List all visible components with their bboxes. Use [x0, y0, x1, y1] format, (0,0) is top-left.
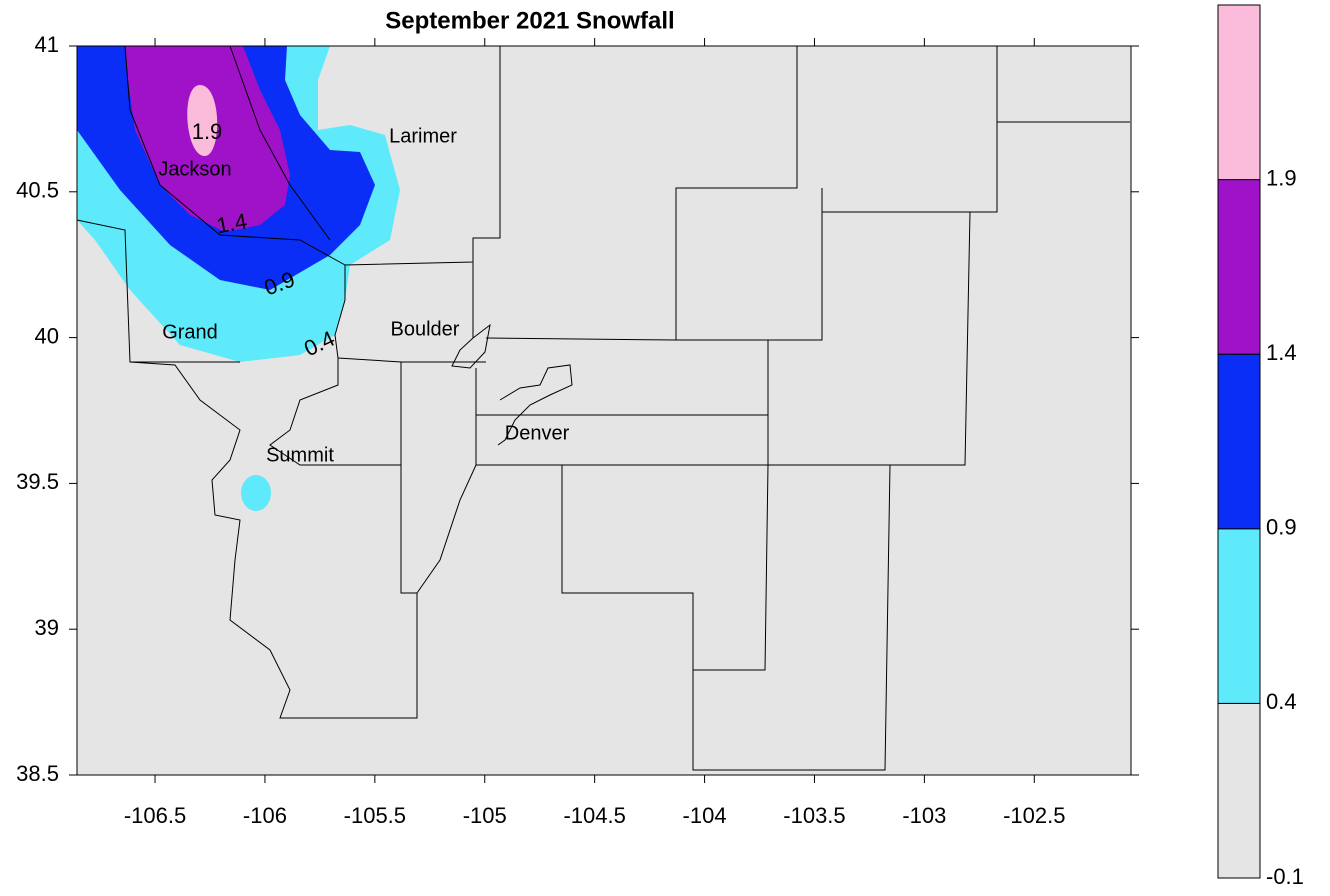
y-tick-label: 40 [35, 323, 59, 348]
colorbar-swatch [1217, 528, 1261, 704]
y-tick-label: 41 [35, 32, 59, 57]
x-tick-label: -102.5 [1003, 803, 1065, 828]
contour-label: 1.4 [214, 208, 248, 238]
county-label: Boulder [391, 318, 460, 340]
x-tick-label: -103 [902, 803, 946, 828]
colorbar-label: 0.9 [1266, 515, 1297, 540]
x-tick-label: -106.5 [124, 803, 186, 828]
contour-fills [77, 46, 1131, 775]
y-tick-label: 38.5 [16, 761, 59, 786]
labels: -106.5 -106 -105.5 -105 -104.5 -104 -103.5 -103… [16, 32, 1139, 828]
plot-frame [76, 45, 1132, 776]
x-tick-label: -105 [463, 803, 507, 828]
colorbar-swatch [1217, 4, 1261, 181]
colorbar-swatch [1217, 353, 1261, 530]
colorbar-label: 0.4 [1266, 689, 1297, 714]
x-tick-label: -103.5 [783, 803, 845, 828]
county-borders [76, 45, 1130, 771]
x-tick-label: -104.5 [563, 803, 625, 828]
x-tick-label: -105.5 [344, 803, 406, 828]
contour-label: 1.9 [192, 119, 223, 144]
county-label: Larimer [389, 125, 457, 147]
contour-band [187, 85, 218, 157]
county-label: Grand [162, 321, 218, 343]
map-title: September 2021 Snowfall [385, 7, 674, 34]
county-label: Denver [505, 422, 570, 444]
y-tick-label: 39 [35, 615, 59, 640]
x-tick-label: -106 [243, 803, 287, 828]
colorbar-label: 1.9 [1266, 165, 1297, 190]
y-tick-label: 40.5 [16, 178, 59, 203]
colorbar-swatch [1217, 179, 1261, 355]
colorbar-label: 1.4 [1266, 340, 1297, 365]
colorbar-label: -0.1 [1266, 864, 1304, 889]
colorbar-swatch [1217, 702, 1261, 879]
y-tick-label: 39.5 [16, 469, 59, 494]
contour-band [241, 475, 271, 511]
county-label: Jackson [158, 158, 231, 180]
county-label: Summit [266, 444, 334, 466]
x-tick-label: -104 [683, 803, 727, 828]
